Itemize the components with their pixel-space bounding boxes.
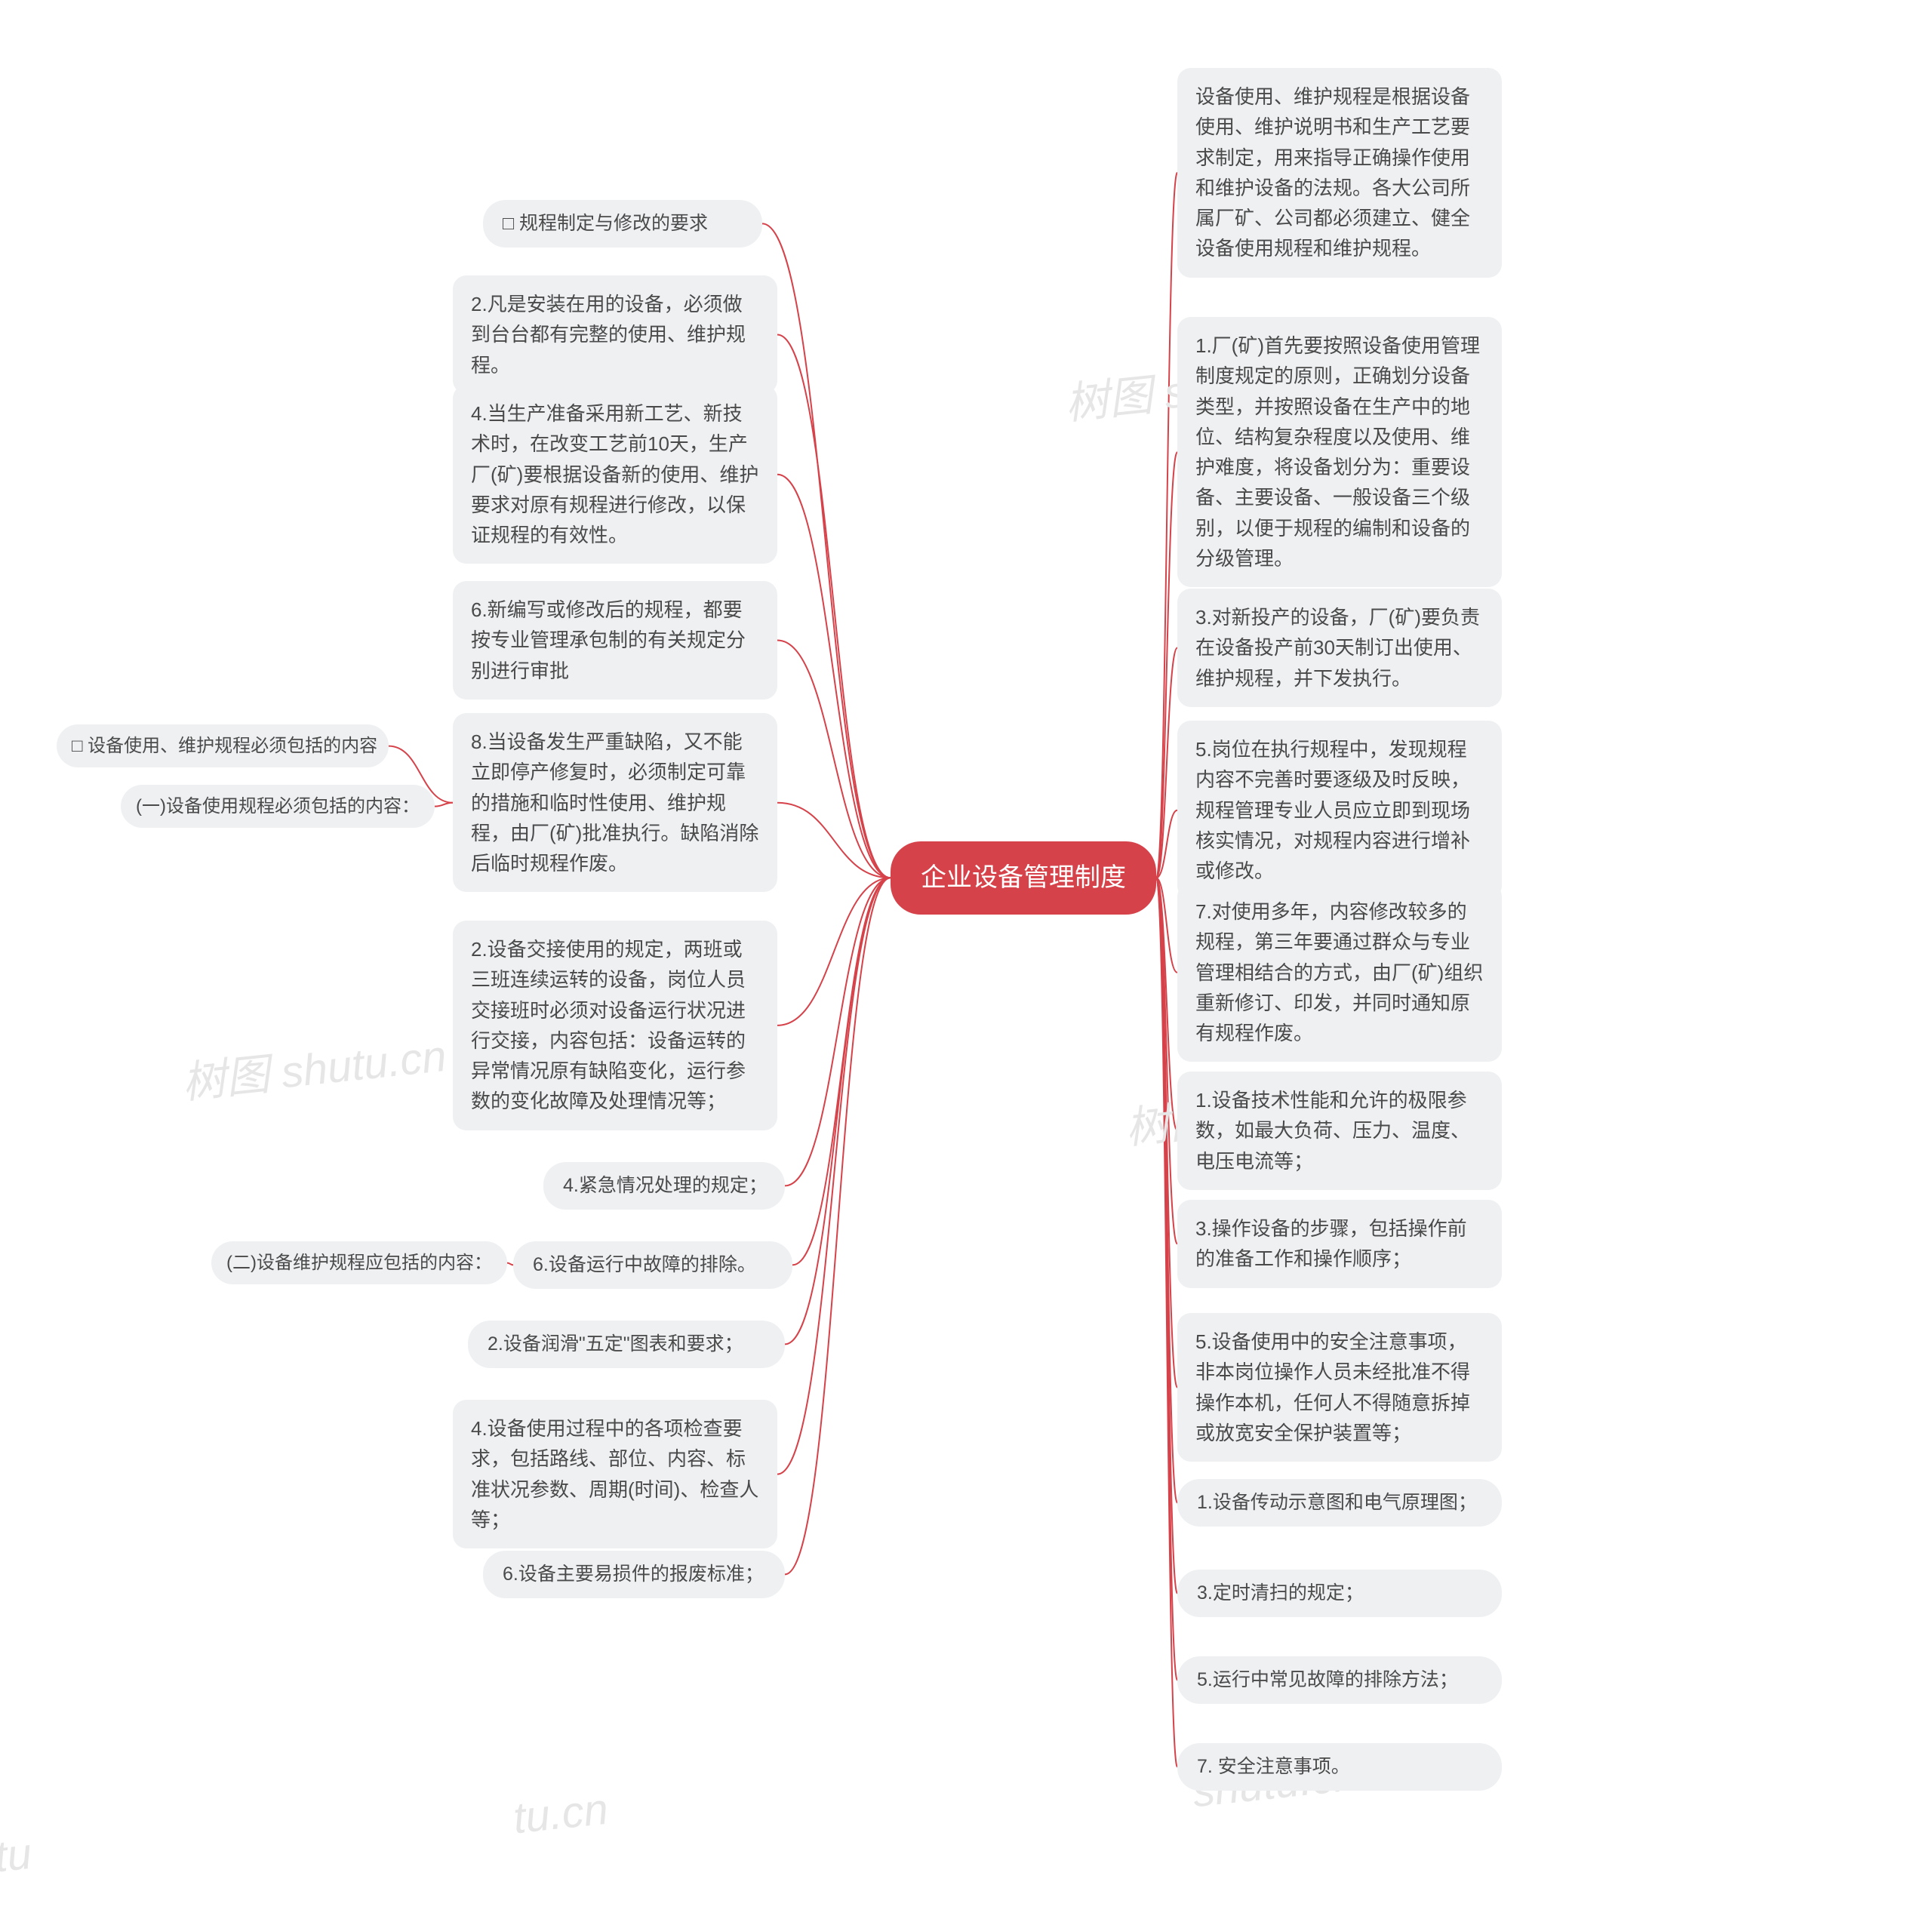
mindmap-node[interactable]: 5.设备使用中的安全注意事项，非本岗位操作人员未经批准不得操作本机，任何人不得随…	[1177, 1313, 1502, 1462]
watermark: 树图 shutu.cn	[179, 1020, 449, 1111]
watermark: shutu	[0, 1828, 34, 1890]
mindmap-node[interactable]: □ 设备使用、维护规程必须包括的内容	[57, 724, 389, 767]
mindmap-node[interactable]: 5.岗位在执行规程中，发现规程内容不完善时要逐级及时反映，规程管理专业人员应立即…	[1177, 721, 1502, 899]
mindmap-node[interactable]: 6.设备主要易损件的报废标准；	[483, 1551, 785, 1598]
mindmap-node[interactable]: 4.当生产准备采用新工艺、新技术时，在改变工艺前10天，生产厂(矿)要根据设备新…	[453, 385, 777, 564]
mindmap-node[interactable]: 6.新编写或修改后的规程，都要按专业管理承包制的有关规定分别进行审批	[453, 581, 777, 700]
mindmap-node[interactable]: □ 规程制定与修改的要求	[483, 200, 762, 248]
mindmap-node[interactable]: 2.设备交接使用的规定，两班或三班连续运转的设备，岗位人员交接班时必须对设备运行…	[453, 921, 777, 1130]
mindmap-node[interactable]: 1.厂(矿)首先要按照设备使用管理制度规定的原则，正确划分设备类型，并按照设备在…	[1177, 317, 1502, 587]
mindmap-node[interactable]: 6.设备运行中故障的排除。	[513, 1241, 792, 1289]
mindmap-node[interactable]: 设备使用、维护规程是根据设备使用、维护说明书和生产工艺要求制定，用来指导正确操作…	[1177, 68, 1502, 278]
mindmap-node[interactable]: (一)设备使用规程必须包括的内容：	[121, 785, 435, 828]
mindmap-node[interactable]: 3.对新投产的设备，厂(矿)要负责在设备投产前30天制订出使用、维护规程，并下发…	[1177, 589, 1502, 707]
mindmap-node[interactable]: (二)设备维护规程应包括的内容：	[211, 1241, 507, 1284]
mindmap-node[interactable]: 4.设备使用过程中的各项检查要求，包括路线、部位、内容、标准状况参数、周期(时间…	[453, 1400, 777, 1548]
center-node[interactable]: 企业设备管理制度	[891, 841, 1156, 915]
mindmap-node[interactable]: 7.对使用多年，内容修改较多的规程，第三年要通过群众与专业管理相结合的方式，由厂…	[1177, 883, 1502, 1062]
mindmap-node[interactable]: 1.设备技术性能和允许的极限参数，如最大负荷、压力、温度、电压电流等；	[1177, 1072, 1502, 1190]
mindmap-node[interactable]: 2.凡是安装在用的设备，必须做到台台都有完整的使用、维护规程。	[453, 275, 777, 394]
mindmap-node[interactable]: 2.设备润滑"五定"图表和要求；	[468, 1321, 785, 1368]
mindmap-node[interactable]: 3.操作设备的步骤，包括操作前的准备工作和操作顺序；	[1177, 1200, 1502, 1288]
watermark: tu.cn	[511, 1784, 611, 1844]
edge-layer	[0, 0, 1932, 1928]
mindmap-canvas: 树图 shutu.cn树图 shutu.cn树图 shutu.cnshutu.c…	[0, 0, 1932, 1928]
mindmap-node[interactable]: 5.运行中常见故障的排除方法；	[1177, 1656, 1502, 1704]
mindmap-node[interactable]: 7. 安全注意事项。	[1177, 1743, 1502, 1791]
mindmap-node[interactable]: 3.定时清扫的规定；	[1177, 1570, 1502, 1617]
mindmap-node[interactable]: 4.紧急情况处理的规定；	[543, 1162, 785, 1210]
mindmap-node[interactable]: 1.设备传动示意图和电气原理图；	[1177, 1479, 1502, 1527]
mindmap-node[interactable]: 8.当设备发生严重缺陷，又不能立即停产修复时，必须制定可靠的措施和临时性使用、维…	[453, 713, 777, 892]
